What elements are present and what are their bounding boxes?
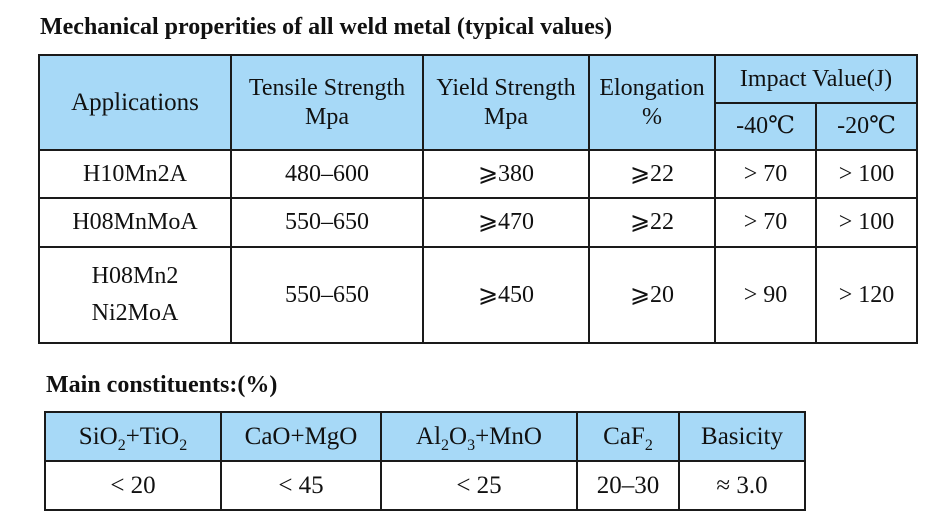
- cell-tensile: 550–650: [230, 246, 424, 344]
- tio2-subscript: 2: [179, 436, 188, 454]
- header-impact-value: Impact Value(J): [714, 54, 918, 104]
- main-constituents-title: Main constituents:(%): [46, 372, 278, 398]
- header-yield-unit: Mpa: [484, 103, 528, 130]
- cell-application: H10Mn2A: [38, 149, 232, 199]
- header-sio2-tio2: SiO2+TiO2: [44, 411, 222, 462]
- cell-impact-minus20: > 100: [815, 197, 918, 248]
- header-tensile-label: Tensile Strength: [248, 74, 406, 101]
- cell-impact-minus20: > 120: [815, 246, 918, 344]
- header-elongation-label: Elongation: [599, 74, 705, 101]
- cell-elongation: ⩾20: [588, 246, 716, 344]
- header-basicity: Basicity: [678, 411, 806, 462]
- cell-application-line2: Ni2MoA: [91, 300, 179, 326]
- cell-yield: ⩾380: [422, 149, 590, 199]
- caf-subscript: 2: [644, 436, 653, 454]
- cell-impact-minus40: > 70: [714, 197, 817, 248]
- header-tensile-strength: Tensile Strength Mpa: [230, 54, 424, 151]
- sio2-text: SiO: [78, 422, 118, 450]
- header-cao-mgo: CaO+MgO: [220, 411, 382, 462]
- header-impact-minus20: -20℃: [815, 102, 918, 151]
- cell-basicity: ≈ 3.0: [678, 460, 806, 511]
- cell-yield: ⩾470: [422, 197, 590, 248]
- cell-sio2-tio2: < 20: [44, 460, 222, 511]
- table-row: < 20 < 45 < 25 20–30 ≈ 3.0: [44, 460, 806, 511]
- mechanical-properties-table: Applications Tensile Strength Mpa Yield …: [38, 54, 918, 344]
- cell-elongation: ⩾22: [588, 149, 716, 199]
- cell-application-line1: H08Mn2: [91, 263, 179, 290]
- mechanical-properties-title: Mechanical properities of all weld metal…: [40, 14, 613, 40]
- header-yield-label: Yield Strength: [436, 74, 576, 101]
- caf-text: CaF: [603, 422, 645, 450]
- header-elongation: Elongation %: [588, 54, 716, 151]
- sio2-subscript: 2: [117, 436, 126, 454]
- al-subscript: 2: [441, 436, 450, 454]
- table-row: H08MnMoA 550–650 ⩾470 ⩾22 > 70 > 100: [38, 197, 918, 248]
- o-text: O: [449, 422, 468, 450]
- cell-tensile: 480–600: [230, 149, 424, 199]
- cell-application: H08Mn2 Ni2MoA: [38, 246, 232, 344]
- o-subscript: 3: [467, 436, 476, 454]
- table-row: H08Mn2 Ni2MoA 550–650 ⩾450 ⩾20 > 90 > 12…: [38, 246, 918, 344]
- cell-caf2: 20–30: [576, 460, 680, 511]
- mno-text: +MnO: [475, 422, 542, 450]
- main-constituents-table: SiO2+TiO2 CaO+MgO Al2O3+MnO CaF2 Basicit…: [44, 411, 806, 511]
- header-applications: Applications: [38, 54, 232, 151]
- cell-yield: ⩾450: [422, 246, 590, 344]
- header-al2o3-mno: Al2O3+MnO: [380, 411, 578, 462]
- cell-impact-minus40: > 90: [714, 246, 817, 344]
- header-yield-strength: Yield Strength Mpa: [422, 54, 590, 151]
- cell-cao-mgo: < 45: [220, 460, 382, 511]
- tio2-text: +TiO: [125, 422, 180, 450]
- cell-impact-minus40: > 70: [714, 149, 817, 199]
- table-row: H10Mn2A 480–600 ⩾380 ⩾22 > 70 > 100: [38, 149, 918, 199]
- cell-application: H08MnMoA: [38, 197, 232, 248]
- cell-impact-minus20: > 100: [815, 149, 918, 199]
- cell-al2o3-mno: < 25: [380, 460, 578, 511]
- al-text: Al: [416, 422, 442, 450]
- header-elongation-unit: %: [642, 103, 662, 130]
- cell-tensile: 550–650: [230, 197, 424, 248]
- header-impact-minus40: -40℃: [714, 102, 817, 151]
- header-caf2: CaF2: [576, 411, 680, 462]
- cell-elongation: ⩾22: [588, 197, 716, 248]
- header-tensile-unit: Mpa: [305, 103, 349, 130]
